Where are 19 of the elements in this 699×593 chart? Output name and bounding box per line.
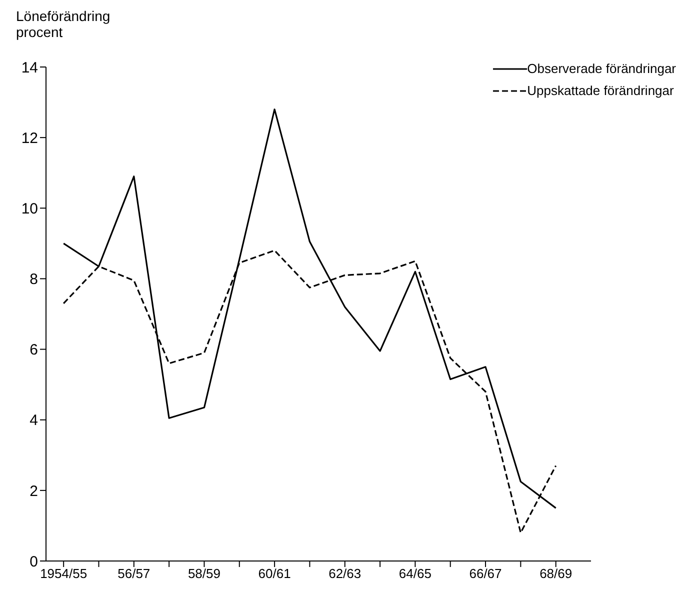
y-tick-label: 2	[30, 482, 38, 500]
legend-label: Uppskattade förändringar	[527, 82, 674, 100]
x-tick-label: 60/61	[258, 566, 291, 582]
y-tick-label: 0	[30, 553, 38, 570]
y-tick-label: 10	[21, 200, 38, 218]
y-tick-label: 4	[30, 412, 38, 430]
x-tick-label: 68/69	[540, 566, 572, 582]
x-tick-label: 56/57	[118, 566, 150, 582]
y-tick-label: 6	[30, 342, 38, 359]
y-axis-title: Löneförändring procent	[16, 8, 112, 40]
x-tick-label: 64/65	[398, 566, 432, 582]
y-tick-label: 8	[30, 271, 38, 288]
y-tick-label: 12	[21, 130, 38, 147]
x-tick-label: 58/59	[188, 566, 220, 582]
x-tick-label: 62/63	[328, 566, 362, 582]
legend-label: Observerade förändringar	[527, 60, 676, 78]
y-tick-label: 14	[21, 59, 38, 76]
x-tick-label: 66/67	[469, 566, 502, 582]
x-tick-label: 1954/55	[40, 566, 88, 582]
